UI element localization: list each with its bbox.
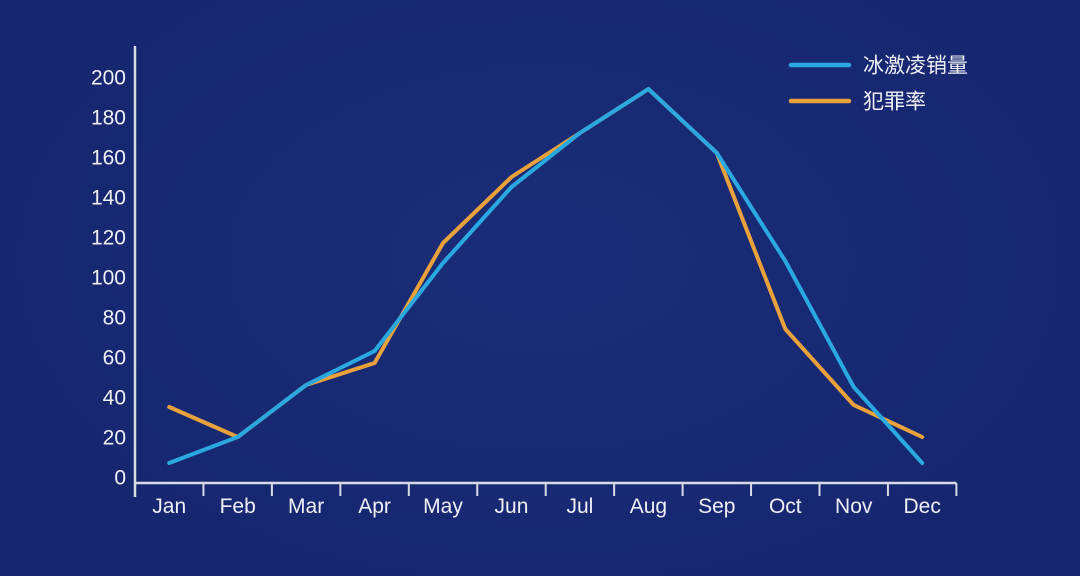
y-axis-tick-label: 120 — [91, 227, 126, 250]
x-axis-tick-label: Mar — [288, 495, 324, 518]
series-line-crime-rate — [167, 87, 925, 439]
x-axis-tick-label: Feb — [220, 495, 256, 518]
x-axis-tick-label: Apr — [358, 495, 391, 518]
y-axis-tick-label: 100 — [91, 267, 126, 290]
x-axis-tick-label: Aug — [630, 495, 667, 518]
y-axis-tick-labels: 0 20 40 60 80 100 120 140 160 180 200 — [91, 67, 126, 490]
y-axis-tick-label: 0 — [114, 467, 126, 490]
y-axis-tick-label: 20 — [103, 427, 126, 450]
x-axis-tick-label: Jun — [495, 495, 529, 518]
legend-item-ice-cream-sales: 冰激凌销量 — [788, 55, 968, 78]
x-axis-tick-label: Jul — [566, 495, 593, 518]
y-axis-tick-label: 40 — [103, 387, 126, 410]
x-axis-tick-label: Jan — [152, 495, 186, 518]
x-axis-tick-label: May — [423, 495, 463, 518]
y-axis-tick-label: 60 — [103, 347, 126, 370]
y-axis-tick-label: 160 — [91, 147, 126, 170]
x-axis-tick-label: Dec — [903, 495, 940, 518]
series-lines — [167, 87, 925, 465]
series-line-ice-cream-sales — [167, 87, 925, 465]
y-axis-tick-label: 80 — [103, 307, 126, 330]
x-axis-tick-label: Sep — [698, 495, 735, 518]
y-axis-tick-label: 180 — [91, 107, 126, 130]
y-axis-tick-label: 200 — [91, 67, 126, 90]
legend-label-crime-rate: 犯罪率 — [863, 91, 926, 114]
legend-item-crime-rate: 犯罪率 — [788, 91, 926, 114]
legend-label-ice-cream-sales: 冰激凌销量 — [863, 55, 968, 78]
y-axis-tick-label: 140 — [91, 187, 126, 210]
x-axis-tick-label: Oct — [769, 495, 802, 518]
axes — [133, 46, 958, 497]
x-axis-tick-labels: Jan Feb Mar Apr May Jun Jul Aug Sep Oct Nov Dec — [152, 495, 941, 518]
x-axis-tick-label: Nov — [835, 495, 873, 518]
